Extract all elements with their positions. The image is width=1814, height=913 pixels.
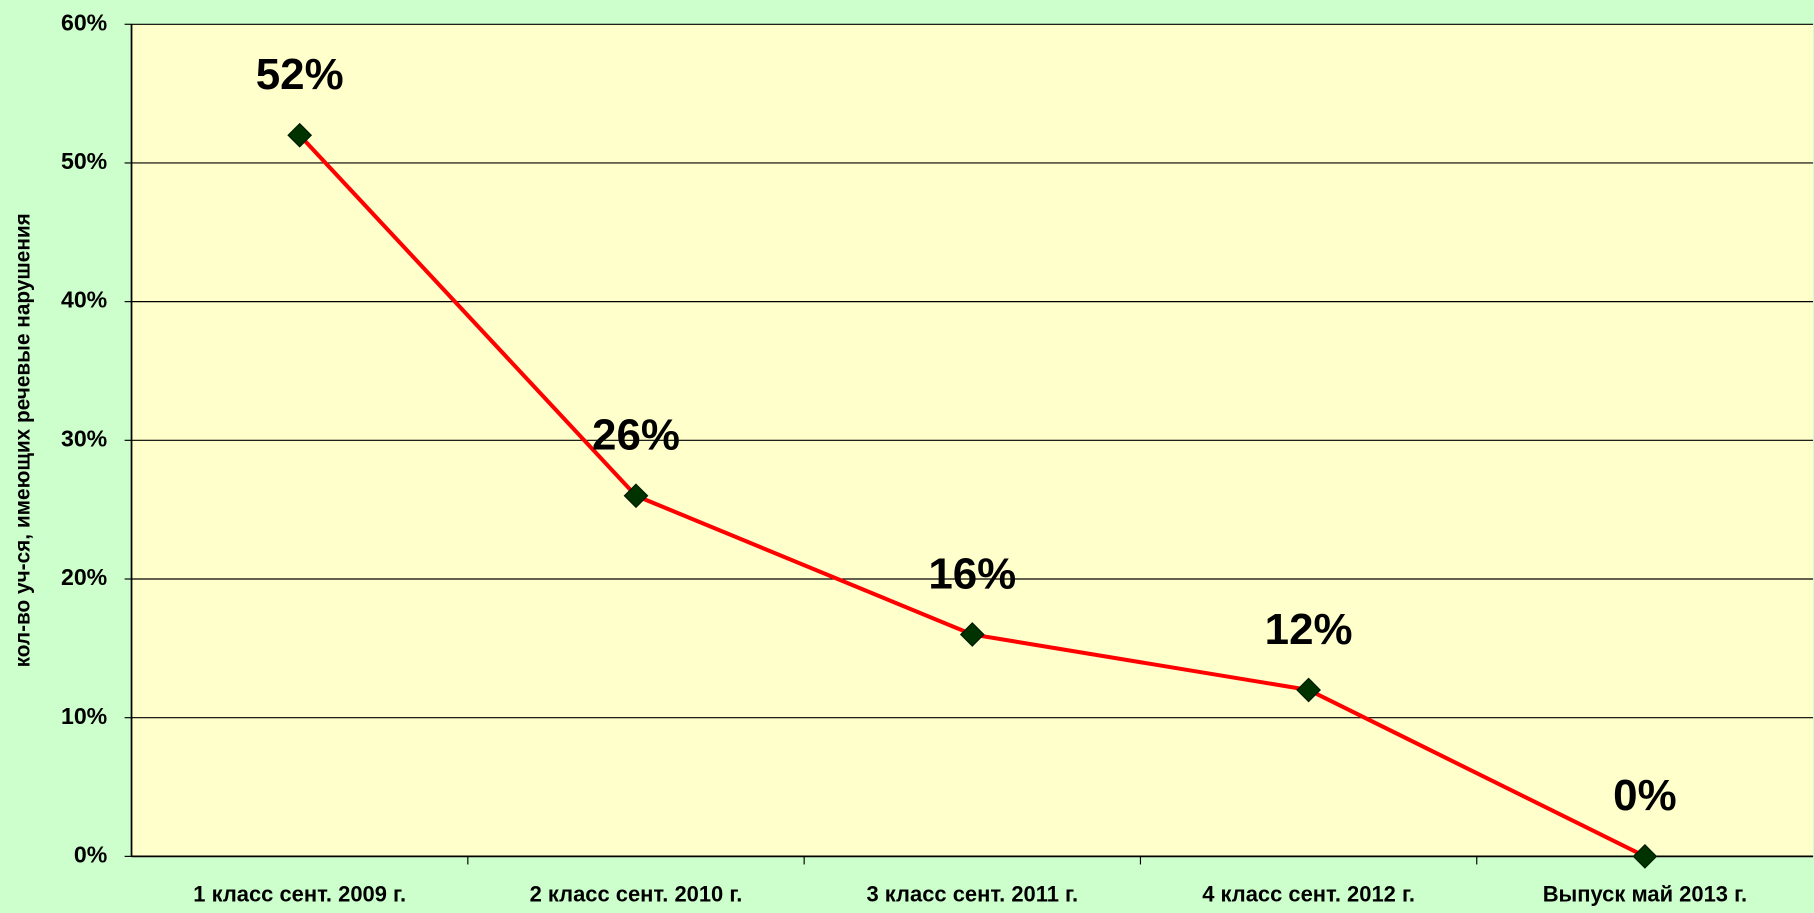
- y-tick-label: 20%: [61, 564, 107, 590]
- marker: [623, 483, 649, 509]
- data-label: 0%: [1613, 771, 1676, 820]
- x-tick-label: 1 класс сент. 2009 г.: [193, 881, 406, 906]
- y-tick-label: 0%: [74, 841, 107, 867]
- x-tick-label: 3 класс сент. 2011 г.: [867, 881, 1079, 906]
- data-label: 12%: [1265, 605, 1353, 654]
- y-tick-label: 10%: [61, 703, 107, 729]
- marker: [959, 622, 985, 647]
- x-tick-label: 2 класс сент. 2010 г.: [530, 881, 743, 906]
- y-axis-title: кол-во уч-ся, имеющих речевые нарушения: [12, 213, 35, 667]
- y-tick-label: 30%: [61, 425, 107, 451]
- x-tick-label: 4 класс сент. 2012 г.: [1202, 881, 1415, 906]
- data-label: 16%: [928, 549, 1016, 598]
- data-label: 52%: [256, 50, 344, 99]
- data-label: 26%: [592, 411, 680, 460]
- marker: [287, 122, 313, 148]
- marker: [1296, 677, 1321, 703]
- y-tick-label: 50%: [61, 148, 107, 174]
- x-tick-label: Выпуск май 2013 г.: [1543, 881, 1747, 906]
- y-tick-label: 60%: [61, 9, 107, 35]
- y-tick-label: 40%: [61, 287, 107, 313]
- marker: [1632, 843, 1658, 869]
